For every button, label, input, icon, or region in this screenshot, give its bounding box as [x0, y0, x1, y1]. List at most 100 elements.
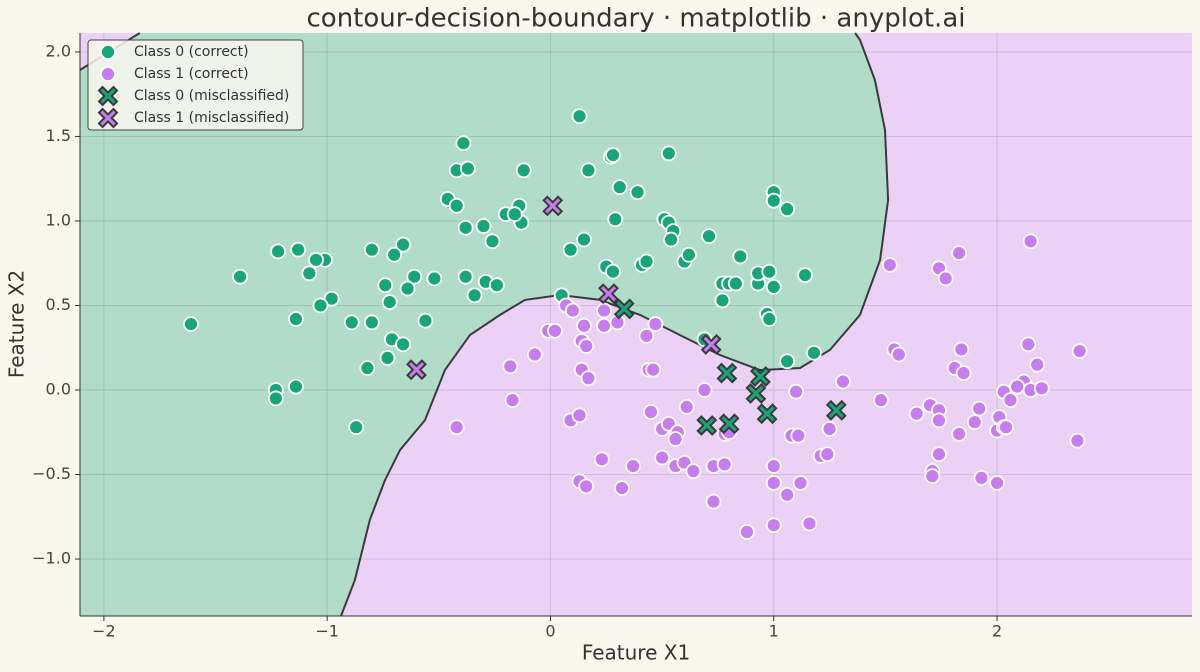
point — [881, 257, 898, 273]
point — [459, 160, 476, 177]
legend-label: Class 0 (misclassified) — [134, 88, 289, 104]
series — [613, 298, 847, 436]
legend-label: Class 0 (correct) — [134, 44, 249, 60]
point — [406, 268, 423, 285]
point — [576, 317, 592, 334]
point — [547, 322, 563, 339]
point — [873, 392, 889, 409]
point — [645, 361, 662, 378]
misclassified-point — [718, 413, 740, 435]
point — [1033, 380, 1050, 397]
point — [1069, 432, 1086, 449]
series — [406, 195, 722, 381]
point — [788, 383, 805, 400]
misclassified-point — [749, 366, 771, 387]
point — [1002, 392, 1019, 409]
misclassified-point — [756, 403, 778, 425]
point — [359, 360, 376, 376]
x-tick-label: 0 — [545, 622, 555, 641]
point — [765, 475, 782, 491]
point — [638, 253, 655, 270]
point — [953, 341, 970, 358]
point — [765, 458, 782, 474]
point — [761, 263, 778, 280]
point — [607, 211, 624, 228]
point — [363, 314, 380, 331]
point — [578, 478, 595, 495]
point — [183, 316, 199, 332]
y-tick-label: 1.5 — [46, 126, 71, 145]
point — [835, 373, 851, 390]
x-tick-label: −1 — [315, 622, 339, 641]
point — [1009, 378, 1026, 395]
legend-label: Class 1 (misclassified) — [134, 110, 289, 126]
point — [571, 407, 588, 424]
point — [955, 365, 972, 381]
legend-label: Class 1 (correct) — [134, 66, 249, 82]
chart-title: contour-decision-boundary · matplotlib ·… — [307, 4, 966, 34]
point — [819, 446, 836, 463]
point — [797, 267, 813, 283]
point — [515, 162, 532, 179]
point — [643, 404, 659, 420]
point — [625, 458, 641, 474]
point — [714, 292, 731, 309]
point — [571, 108, 588, 125]
x-axis-label: Feature X1 — [582, 641, 690, 665]
point — [426, 270, 443, 287]
point — [605, 263, 621, 280]
point — [386, 246, 403, 263]
point — [288, 378, 304, 395]
point — [973, 469, 990, 486]
point — [484, 233, 501, 250]
series — [183, 108, 822, 436]
point — [580, 370, 597, 387]
point — [696, 382, 713, 398]
point — [457, 219, 474, 236]
y-tick-label: 2.0 — [46, 41, 71, 60]
point — [381, 294, 398, 311]
point — [611, 179, 628, 196]
misclassified-point — [598, 283, 619, 305]
point — [951, 426, 968, 442]
point — [779, 486, 796, 503]
point — [966, 414, 983, 431]
x-tick-label: 2 — [992, 622, 1002, 641]
point — [765, 192, 782, 209]
point — [593, 451, 610, 468]
y-tick-label: 1.0 — [46, 210, 71, 229]
point — [792, 475, 809, 491]
point — [739, 524, 755, 540]
point — [1020, 336, 1037, 353]
point — [931, 412, 947, 429]
point — [348, 419, 365, 436]
point — [578, 338, 595, 354]
point — [502, 358, 519, 375]
point — [562, 241, 579, 258]
x-tick-label: −2 — [92, 622, 116, 641]
point — [504, 392, 521, 409]
point — [267, 390, 284, 407]
point — [395, 236, 412, 253]
point — [457, 268, 474, 285]
point — [765, 517, 782, 534]
point — [638, 328, 655, 344]
point — [564, 302, 581, 319]
point — [448, 419, 465, 436]
point — [526, 346, 543, 363]
y-tick-label: 0.0 — [46, 380, 71, 399]
point — [931, 446, 947, 463]
misclassified-point — [696, 415, 718, 436]
point — [685, 463, 702, 480]
point — [1029, 356, 1046, 373]
misclassified-point — [745, 382, 767, 404]
point — [1071, 343, 1088, 360]
point — [779, 353, 796, 370]
point — [821, 420, 838, 437]
point — [576, 231, 592, 248]
point — [908, 405, 925, 422]
point — [663, 231, 679, 248]
point — [301, 265, 318, 282]
point — [890, 346, 907, 363]
